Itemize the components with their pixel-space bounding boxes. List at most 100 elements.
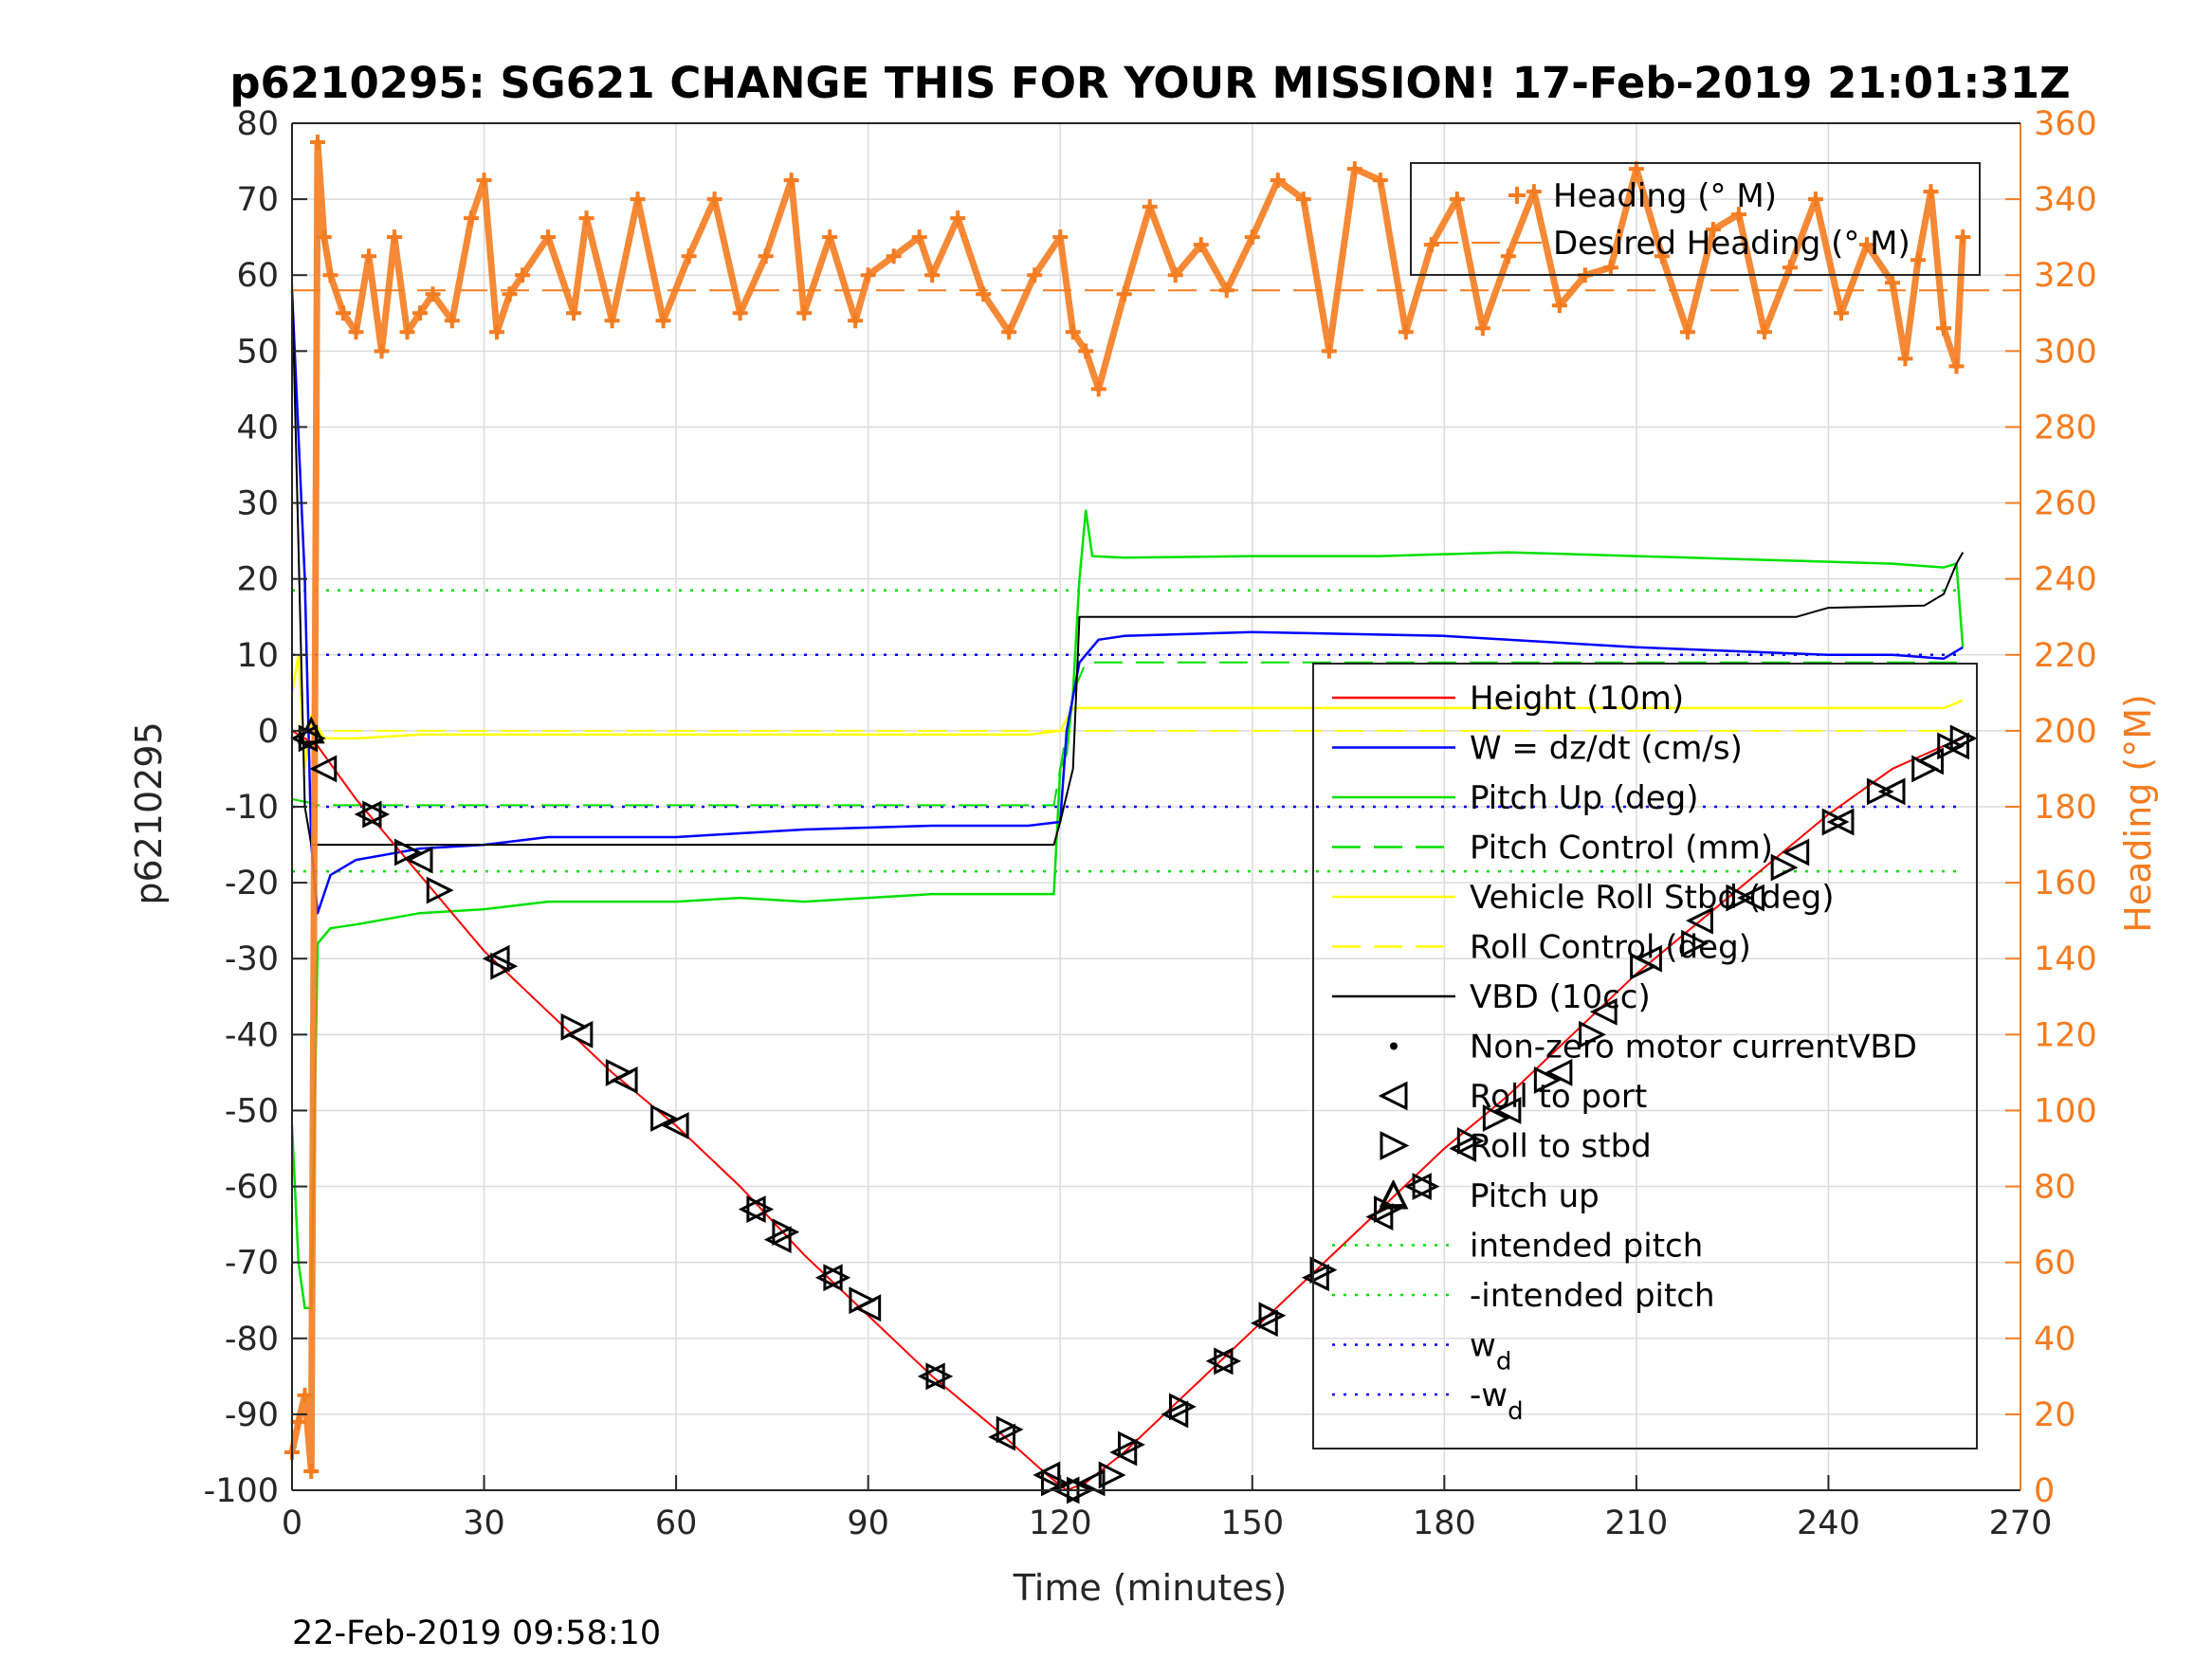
roll-port-marker — [1782, 838, 1810, 866]
roll-port-marker — [1686, 906, 1713, 935]
legend-label-text: Vehicle Roll Stbd (deg) — [1470, 879, 1835, 917]
roll-stbd-marker — [1117, 1431, 1145, 1459]
axes: 0 30 60 90 120 150 180 210 240 270 80 70 60 50 40 30 20 1… — [204, 105, 2097, 1542]
legend-label: Non-zero motor currentVBD — [1470, 1029, 1917, 1066]
y-tick-label: 20 — [236, 561, 279, 599]
chart-title: p6210295: SG621 CHANGE THIS FOR YOUR MIS… — [229, 58, 2070, 108]
heading-point — [1526, 184, 1542, 200]
x-tick-label: 90 — [847, 1504, 889, 1542]
heading-point — [1679, 324, 1695, 340]
roll-port-marker — [988, 1423, 1015, 1451]
heading-point — [1756, 324, 1772, 340]
heading-point — [1858, 237, 1874, 253]
heading-point — [1295, 191, 1311, 208]
roll-stbd-marker — [1681, 929, 1709, 957]
legend-label-text: VBD (10cc) — [1470, 978, 1651, 1016]
main-legend: Height (10m) W = dz/dt (cm/s) Pitch Up (de… — [1312, 663, 1978, 1449]
roll-port-marker — [814, 1264, 843, 1292]
roll-stbd-marker — [996, 1415, 1024, 1444]
heading-legend: Heading (° M) Desired Heading (° M) — [1410, 162, 1981, 276]
legend-label: Roll to stbd — [1470, 1128, 1652, 1166]
legend-label-text: Pitch up — [1470, 1177, 1600, 1215]
roll-stbd-marker — [1169, 1393, 1197, 1421]
roll-stbd-marker — [1533, 1066, 1562, 1094]
heading-point — [1052, 229, 1069, 246]
heading-point — [1500, 248, 1516, 264]
heading-point — [1955, 229, 1971, 246]
roll-port-marker — [1365, 1203, 1394, 1231]
grid-lines — [291, 122, 2021, 1491]
heading-point — [399, 324, 415, 340]
heading-point — [1078, 343, 1094, 359]
roll-port-marker — [1826, 808, 1855, 836]
roll-stbd-marker — [650, 1104, 678, 1132]
y2-tick-label: 200 — [2034, 713, 2097, 751]
legend-triangle — [1380, 1131, 1410, 1160]
y2-tick-label: 120 — [2034, 1016, 2097, 1054]
x-tick-label: 60 — [655, 1504, 698, 1542]
heading-point — [425, 286, 441, 302]
y-tick-label: -100 — [204, 1472, 279, 1510]
heading-legend-label: Heading (° M) — [1553, 177, 1777, 215]
legend-label-text: -w — [1470, 1376, 1508, 1414]
y2-axis-label: Heading (°M) — [2117, 694, 2159, 933]
y2-tick-label: 180 — [2034, 789, 2097, 827]
y-tick-label: 30 — [236, 485, 279, 523]
heading-point — [758, 248, 774, 264]
roll-stbd-marker — [1579, 1020, 1606, 1048]
heading-point — [374, 343, 390, 359]
x-tick-label: 270 — [1989, 1504, 2053, 1542]
roll-port-marker — [1449, 1135, 1477, 1162]
roll-stbd-marker — [490, 952, 519, 980]
legend-label-text: intended pitch — [1470, 1228, 1703, 1266]
heading-point — [604, 313, 620, 329]
roll-port-marker — [1877, 777, 1906, 806]
heading-point — [489, 324, 505, 340]
heading-legend-label: Desired Heading (° M) — [1553, 225, 1910, 263]
y-tick-label: -60 — [225, 1169, 279, 1207]
roll-stbd-marker — [1937, 732, 1965, 760]
y2-tick-label: 60 — [2034, 1245, 2076, 1283]
heading-point — [1449, 191, 1465, 208]
heading-point — [1935, 320, 1951, 337]
legend-label: Pitch Up (deg) — [1470, 779, 1698, 817]
series-line-heading — [288, 138, 1966, 1475]
heading-point — [502, 286, 518, 302]
heading-point — [783, 173, 799, 189]
heading-point — [1923, 184, 1939, 200]
heading-point — [387, 229, 403, 246]
heading-point — [886, 248, 902, 264]
heading-point — [515, 267, 531, 283]
y2-tick-label: 40 — [2034, 1321, 2076, 1358]
heading-point — [1807, 191, 1823, 208]
roll-stbd-marker — [605, 1058, 633, 1086]
main-legend-box — [1312, 663, 1978, 1449]
legend-label-text: Pitch Up (deg) — [1470, 779, 1698, 817]
roll-port-marker — [1250, 1309, 1278, 1338]
heading-point — [1027, 267, 1043, 283]
heading-point — [924, 267, 941, 283]
roll-stbd-marker — [1482, 1104, 1510, 1132]
roll-port-marker — [1161, 1400, 1189, 1429]
legend-dot — [1390, 1042, 1398, 1050]
legend-label-text: -intended pitch — [1470, 1277, 1715, 1315]
roll-stbd-marker — [772, 1218, 800, 1247]
heading-point — [1551, 298, 1567, 314]
roll-stbd-marker — [1040, 1468, 1069, 1497]
roll-stbd-marker — [1770, 853, 1799, 882]
x-tick-label: 30 — [463, 1504, 505, 1542]
heading-point — [1065, 324, 1081, 340]
heading-point — [1218, 283, 1234, 299]
roll-port-marker — [1109, 1438, 1138, 1467]
heading-point — [310, 135, 326, 151]
heading-point — [655, 313, 671, 329]
heading-point — [732, 305, 748, 321]
heading-point — [630, 191, 646, 208]
heading-point — [444, 313, 460, 329]
roll-port-marker — [917, 1362, 945, 1391]
y2-tick-label: 20 — [2034, 1396, 2076, 1434]
roll-port-marker — [763, 1226, 792, 1254]
series-line-vbd-10cc- — [291, 283, 1965, 847]
legend-label: Height (10m) — [1470, 680, 1684, 718]
